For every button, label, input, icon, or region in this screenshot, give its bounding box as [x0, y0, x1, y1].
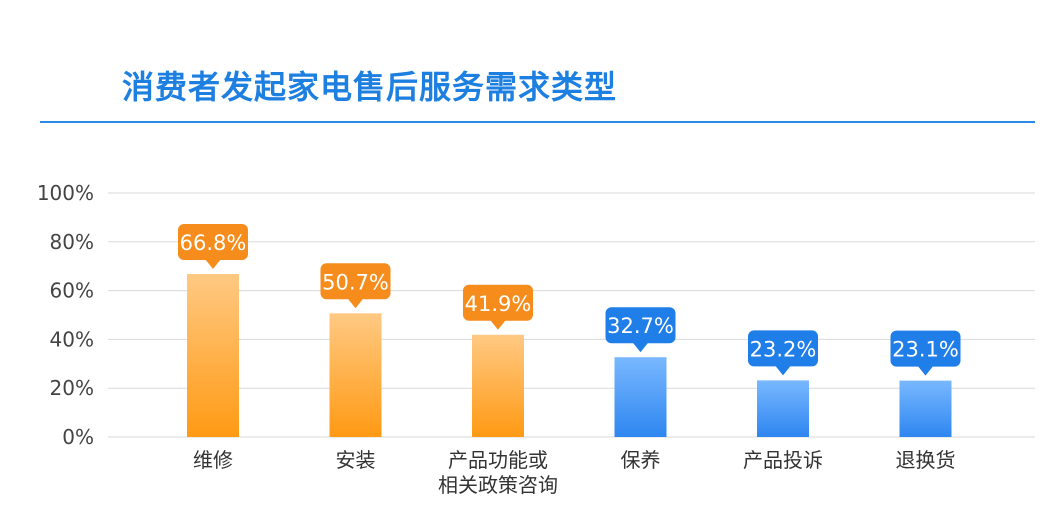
bar: [472, 334, 524, 437]
data-label-text: 23.1%: [892, 338, 959, 362]
data-label-pointer: [632, 342, 649, 353]
x-tick-label: 相关政策咨询: [438, 473, 558, 497]
data-label-pointer: [490, 319, 506, 330]
y-axis: 0% 20% 40% 60% 80% 100%: [37, 181, 94, 449]
data-label-text: 32.7%: [607, 314, 674, 338]
title-underline: [40, 121, 1035, 123]
x-tick-label: 维修: [193, 448, 233, 472]
x-tick-label: 产品投诉: [743, 448, 823, 472]
bar: [187, 274, 239, 437]
data-label-bubble: [748, 330, 818, 367]
data-label-pointer: [347, 298, 364, 309]
data-label-bubble: [605, 307, 676, 344]
data-label: 23.1%: [890, 330, 961, 376]
x-tick-label: 退换货: [896, 448, 956, 472]
y-tick-label: 100%: [37, 181, 94, 205]
bar: [899, 380, 952, 437]
data-label-bubble: [890, 330, 961, 367]
data-label-text: 41.9%: [465, 292, 532, 316]
grid-lines: [108, 192, 1035, 438]
data-label-text: 50.7%: [322, 270, 389, 294]
x-tick-label: 产品功能或: [448, 448, 548, 472]
data-label-bubble: [463, 284, 533, 321]
data-label-text: 23.2%: [750, 337, 817, 361]
data-label: 50.7%: [320, 263, 391, 309]
y-tick-label: 0%: [62, 425, 94, 449]
y-tick-label: 20%: [50, 376, 94, 400]
data-label: 66.8%: [178, 224, 248, 270]
data-label: 41.9%: [463, 284, 533, 330]
bar: [614, 357, 667, 437]
x-tick-label: 保养: [621, 448, 661, 472]
data-label-bubble: [320, 263, 391, 300]
data-label-text: 66.8%: [180, 231, 247, 255]
x-tick-label: 安装: [336, 448, 376, 472]
y-tick-label: 40%: [50, 327, 94, 351]
bar: [757, 380, 809, 437]
data-label-pointer: [775, 365, 791, 376]
data-label-bubble: [178, 224, 248, 261]
chart-title: 消费者发起家电售后服务需求类型: [122, 68, 618, 106]
data-label-pointer: [917, 365, 934, 376]
bar: [329, 313, 382, 437]
data-labels: 66.8% 50.7% 41.9% 32.7% 23.2% 23.1%: [178, 224, 961, 376]
y-tick-label: 80%: [50, 230, 94, 254]
data-label: 32.7%: [605, 307, 676, 353]
data-label: 23.2%: [748, 330, 818, 376]
bars: [187, 274, 952, 437]
y-tick-label: 60%: [50, 279, 94, 303]
data-label-pointer: [205, 259, 221, 270]
